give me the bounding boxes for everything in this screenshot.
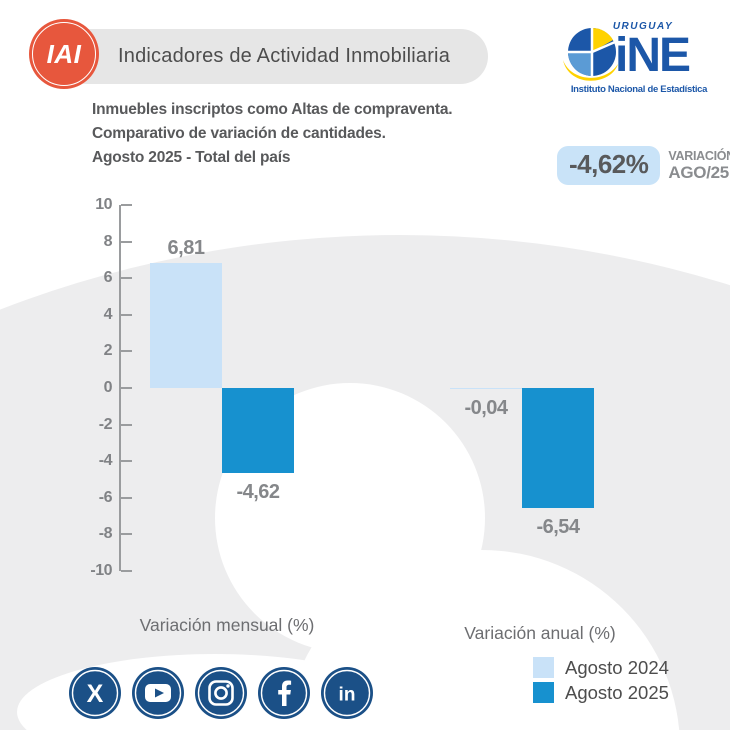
- chart-subtitle: Inmuebles inscriptos como Altas de compr…: [92, 98, 522, 170]
- bar-value-label: -0,04: [464, 397, 508, 419]
- y-axis-tick-label: -4: [98, 452, 113, 470]
- variation-value: -4,62%: [557, 146, 661, 185]
- page-title: Indicadores de Actividad Inmobiliaria: [118, 45, 451, 67]
- y-axis-tick-label: 6: [103, 269, 113, 287]
- x-twitter-icon[interactable]: X: [69, 667, 121, 719]
- y-axis-tick-label: 8: [103, 232, 113, 250]
- ine-globe-icon: [563, 26, 618, 81]
- y-axis-tick-label: 10: [95, 196, 112, 213]
- ine-logo-graphic: URUGUAY iNE Instituto Nacional de Estadí…: [563, 21, 708, 95]
- y-axis-tick-label: 0: [103, 379, 113, 396]
- variation-caption-line1: VARIACIÓN: [668, 148, 730, 163]
- bar-agosto-2024-0: [150, 263, 222, 388]
- svg-text:in: in: [339, 685, 356, 706]
- y-axis-tick: [121, 277, 132, 280]
- y-axis-tick-label: 4: [103, 305, 113, 323]
- bar-agosto-2024-1: [450, 388, 522, 389]
- youtube-icon[interactable]: [132, 667, 184, 719]
- iai-badge: IAI: [29, 19, 99, 89]
- subtitle-line-1: Inmuebles inscriptos como Altas de compr…: [92, 101, 453, 118]
- legend-item-agosto-2024: Agosto 2024: [533, 656, 669, 679]
- y-axis-tick: [121, 313, 132, 316]
- y-axis-tick: [121, 204, 132, 206]
- linkedin-icon[interactable]: in: [321, 667, 373, 719]
- y-axis-tick-label: -8: [98, 525, 113, 543]
- ine-logo: URUGUAY iNE Instituto Nacional de Estadí…: [543, 8, 727, 103]
- bar-value-label: -4,62: [236, 480, 280, 503]
- legend-label-agosto-2024: Agosto 2024: [565, 656, 669, 678]
- bar-value-label: -6,54: [536, 515, 580, 538]
- y-axis-tick-label: -10: [90, 562, 112, 579]
- social-icons: X in: [69, 667, 373, 719]
- y-axis-tick: [121, 387, 132, 389]
- legend-swatch-agosto-2025: [533, 682, 554, 703]
- iai-badge-ring: [32, 22, 96, 86]
- variation-caption: VARIACIÓN AGO/25: [668, 150, 730, 182]
- category-label-mensual: Variación mensual (%): [139, 615, 315, 635]
- y-axis-line: [119, 205, 121, 571]
- subtitle-line-3: Agosto 2025 - Total del país: [92, 149, 291, 166]
- y-axis-tick: [121, 240, 132, 243]
- y-axis-tick: [121, 350, 132, 353]
- y-axis-tick: [121, 496, 132, 499]
- bar-value-label: 6,81: [167, 237, 205, 260]
- ine-logo-fullname: Instituto Nacional de Estadística: [571, 84, 708, 95]
- svg-text:X: X: [87, 680, 104, 708]
- category-label-anual: Variación anual (%): [464, 623, 616, 643]
- legend-item-agosto-2025: Agosto 2025: [533, 681, 669, 704]
- variation-highlight: -4,62% VARIACIÓN AGO/25: [557, 146, 730, 185]
- report-title-pill: Indicadores de Actividad Inmobiliaria: [60, 29, 488, 84]
- bar-agosto-2025-0: [222, 388, 294, 473]
- y-axis-tick-label: -2: [98, 415, 113, 433]
- chart-legend: Agosto 2024 Agosto 2025: [533, 656, 669, 704]
- facebook-icon[interactable]: [258, 667, 310, 719]
- variation-caption-line2: AGO/25: [668, 163, 729, 183]
- legend-label-agosto-2025: Agosto 2025: [565, 681, 669, 703]
- y-axis-tick: [121, 533, 132, 536]
- y-axis-tick: [121, 570, 132, 572]
- ine-logo-country: URUGUAY: [613, 21, 673, 32]
- y-axis-tick-label: -6: [98, 488, 113, 506]
- y-axis-tick: [121, 423, 132, 426]
- subtitle-line-2: Comparativo de variación de cantidades.: [92, 125, 386, 142]
- ine-logo-acronym: iNE: [615, 29, 690, 82]
- instagram-icon[interactable]: [195, 667, 247, 719]
- y-axis-tick-label: 2: [103, 342, 113, 360]
- bar-agosto-2025-1: [522, 388, 594, 508]
- legend-swatch-agosto-2024: [533, 657, 554, 678]
- y-axis-tick: [121, 460, 132, 463]
